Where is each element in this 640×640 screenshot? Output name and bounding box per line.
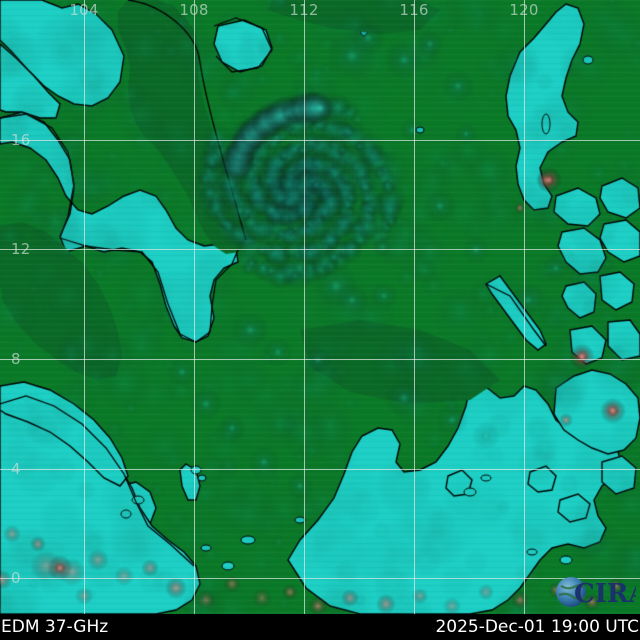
satellite-image-canvas xyxy=(0,0,640,614)
timestamp-label: 2025-Dec-01 19:00 UTC xyxy=(435,617,639,637)
satellite-image xyxy=(0,0,640,614)
product-label: EDM 37-GHz xyxy=(1,617,109,637)
info-bar: EDM 37-GHz 2025-Dec-01 19:00 UTC xyxy=(0,614,640,640)
